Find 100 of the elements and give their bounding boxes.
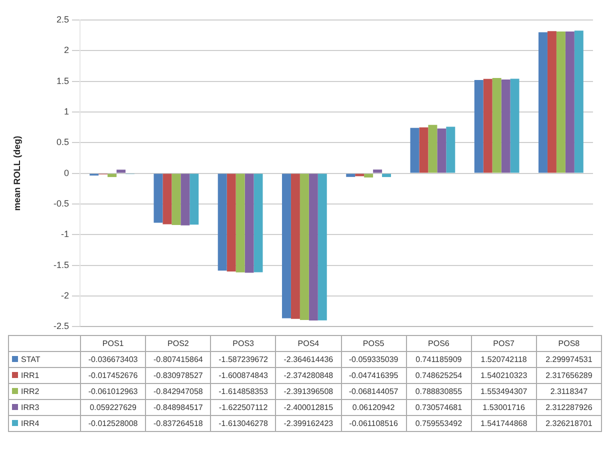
x-tick-label: POS4 — [276, 336, 341, 352]
data-label: 2.312287926 — [536, 400, 602, 416]
x-tick-label: POS8 — [536, 336, 602, 352]
bar — [300, 174, 309, 320]
y-tick-label: -1 — [60, 229, 69, 240]
bar — [492, 78, 502, 173]
x-tick-label: POS2 — [146, 336, 211, 352]
bar — [290, 174, 300, 319]
y-tick-label: -2 — [60, 290, 69, 300]
data-label: 2.317656289 — [536, 368, 602, 384]
bar — [547, 31, 556, 173]
data-label: 1.53001716 — [471, 400, 536, 416]
bar — [172, 174, 181, 225]
data-label: -0.059335039 — [341, 352, 406, 368]
data-label: 0.06120942 — [341, 400, 406, 416]
bar — [483, 78, 492, 173]
data-label: -1.613046278 — [210, 416, 276, 432]
data-label: -0.047416395 — [341, 368, 406, 384]
data-label: -1.614858353 — [210, 384, 276, 400]
data-label: 0.730574681 — [406, 400, 472, 416]
y-axis-title: mean ROLL (deg) — [12, 136, 22, 211]
legend-label: IRR2 — [21, 387, 40, 396]
bar — [108, 174, 117, 178]
y-tick-label: 2.5 — [56, 14, 69, 24]
y-tick-label: 2 — [64, 45, 69, 56]
y-tick-label: 0 — [64, 168, 69, 178]
data-label: -0.830978527 — [146, 368, 211, 384]
bar — [428, 124, 438, 173]
data-label: -2.364614436 — [276, 352, 341, 368]
bar — [410, 128, 420, 173]
legend-label: IRR4 — [21, 419, 40, 428]
y-tick-label: 1.5 — [56, 76, 69, 86]
x-tick-label: POS6 — [406, 336, 472, 352]
data-label: 0.059227629 — [80, 400, 146, 416]
data-label: -2.400012815 — [276, 400, 341, 416]
data-label: 1.553494307 — [471, 384, 536, 400]
data-label: -2.374280848 — [276, 368, 341, 384]
x-tick-label: POS7 — [471, 336, 536, 352]
bar — [446, 126, 456, 173]
bar — [437, 128, 446, 173]
bar — [244, 174, 254, 273]
bar — [180, 174, 190, 226]
bar — [154, 174, 163, 223]
data-label: -0.036673403 — [80, 352, 146, 368]
bar — [226, 174, 236, 272]
bar — [474, 80, 484, 173]
bar — [510, 78, 520, 173]
data-label: 2.326218701 — [536, 416, 602, 432]
bar — [218, 174, 227, 271]
y-tick-label: 0.5 — [56, 137, 69, 148]
data-label: -0.842947058 — [146, 384, 211, 400]
bar — [538, 32, 548, 173]
data-label: -0.061108516 — [341, 416, 406, 432]
data-label: 0.759553492 — [406, 416, 472, 432]
bar — [190, 174, 199, 225]
bar — [364, 174, 374, 178]
bar — [574, 30, 584, 173]
legend-label: IRR3 — [21, 403, 40, 412]
bar — [565, 32, 574, 173]
data-label: -0.848984517 — [146, 400, 211, 416]
data-label: -2.391396508 — [276, 384, 341, 400]
data-label: 0.788830855 — [406, 384, 472, 400]
data-label: -0.017452676 — [80, 368, 146, 384]
data-label: -2.399162423 — [276, 416, 341, 432]
data-label: -0.061012963 — [80, 384, 146, 400]
data-label: 1.540210323 — [471, 368, 536, 384]
data-label: 1.541744868 — [471, 416, 536, 432]
data-label: -0.837264518 — [146, 416, 211, 432]
data-label: -0.012528008 — [80, 416, 146, 432]
data-label: 1.520742118 — [471, 352, 536, 368]
x-tick-label: POS1 — [80, 336, 146, 352]
data-label: -1.600874843 — [210, 368, 276, 384]
bar — [556, 32, 566, 173]
bar — [162, 174, 172, 224]
x-tick-label: POS3 — [210, 336, 276, 352]
y-tick-label: 1 — [64, 106, 69, 116]
y-tick-label: -0.5 — [53, 198, 69, 208]
data-label: -1.587239672 — [210, 352, 276, 368]
bar — [254, 174, 263, 272]
bar — [282, 174, 291, 318]
bar — [373, 170, 382, 173]
data-label: 2.3118347 — [536, 384, 602, 400]
bar — [236, 174, 245, 272]
bar — [346, 174, 356, 177]
bar — [116, 170, 126, 173]
data-label: 2.299974531 — [536, 352, 602, 368]
legend-label: STAT — [21, 355, 40, 364]
y-tick-label: -2.5 — [53, 321, 69, 332]
x-tick-label: POS5 — [341, 336, 406, 352]
data-label: -0.068144057 — [341, 384, 406, 400]
data-label: 0.748625254 — [406, 368, 472, 384]
bar — [308, 174, 318, 320]
y-tick-label: -1.5 — [53, 260, 69, 270]
bar — [382, 174, 392, 178]
bar — [419, 127, 428, 173]
data-label: 0.741185909 — [406, 352, 472, 368]
data-label: -1.622507112 — [210, 400, 276, 416]
bar — [501, 79, 510, 173]
bar — [318, 174, 327, 320]
legend-label: IRR1 — [21, 371, 40, 380]
